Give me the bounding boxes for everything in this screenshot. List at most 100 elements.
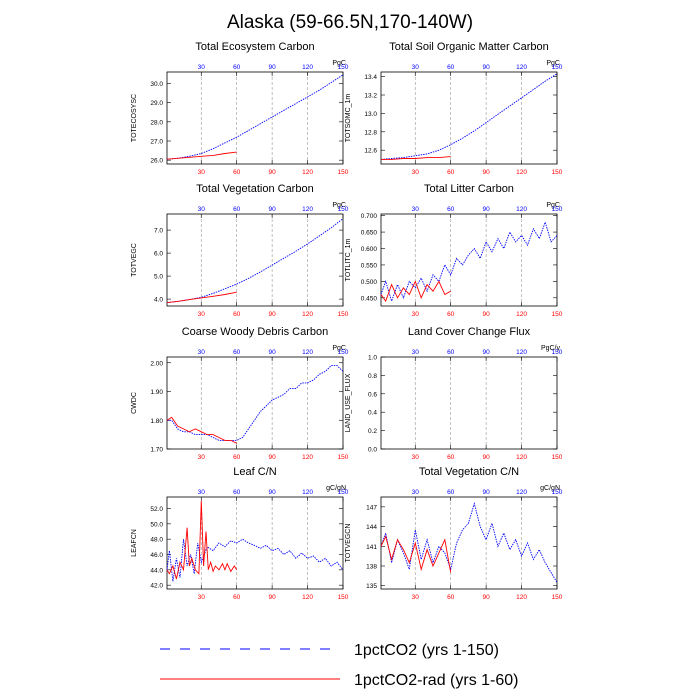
x-tick-label-top: 150 xyxy=(338,489,349,496)
x-tick-label-bottom: 90 xyxy=(483,594,491,601)
x-tick-label-top: 90 xyxy=(483,349,491,356)
x-tick-label-top: 150 xyxy=(552,64,563,71)
y-tick-label: 28.0 xyxy=(150,119,163,126)
y-tick-label: 135 xyxy=(366,583,377,590)
legend-label: 1pctCO2 (yrs 1-150) xyxy=(354,642,499,659)
x-tick-label-top: 120 xyxy=(302,206,313,213)
y-axis-label: TOTSOMC_1m xyxy=(345,94,352,143)
x-tick-label-bottom: 30 xyxy=(198,594,206,601)
x-tick-label-bottom: 120 xyxy=(516,311,527,318)
x-tick-label-top: 90 xyxy=(269,349,277,356)
x-tick-label-top: 120 xyxy=(302,349,313,356)
x-tick-label-bottom: 90 xyxy=(269,594,277,601)
x-tick-label-top: 60 xyxy=(447,489,455,496)
series-line xyxy=(167,365,344,441)
series-line xyxy=(380,73,558,160)
x-tick-label-top: 120 xyxy=(516,489,527,496)
x-tick-label-top: 30 xyxy=(412,206,420,213)
x-tick-label-bottom: 30 xyxy=(412,169,420,176)
chart-title: Total Litter Carbon xyxy=(424,183,514,195)
chart-panel: Land Cover Change Flux PgC/y LAND_USE_FLUX… xyxy=(345,326,563,461)
x-tick-label-bottom: 90 xyxy=(483,311,491,318)
y-tick-label: 0.4 xyxy=(368,410,377,417)
y-tick-label: 0.500 xyxy=(361,279,378,286)
x-tick-label-bottom: 90 xyxy=(269,311,277,318)
series-line xyxy=(166,291,237,304)
x-tick-label-bottom: 60 xyxy=(447,594,455,601)
x-tick-label-top: 30 xyxy=(412,489,420,496)
x-tick-label-top: 150 xyxy=(552,206,563,213)
x-tick-label-bottom: 30 xyxy=(412,311,420,318)
x-tick-label-top: 120 xyxy=(302,64,313,71)
chart-title: Total Vegetation C/N xyxy=(419,466,519,478)
chart-panel: Total Vegetation Carbon PgC TOTVEGC 30 30 60 6… xyxy=(131,183,349,318)
y-axis-label: TOTVEGCN xyxy=(345,524,352,563)
y-tick-label: 0.0 xyxy=(368,447,377,454)
x-tick-label-bottom: 30 xyxy=(198,169,206,176)
y-tick-label: 0.450 xyxy=(361,295,378,302)
y-tick-label: 1.90 xyxy=(150,389,163,396)
series-line xyxy=(166,74,344,160)
series-line xyxy=(381,156,451,160)
units-label: PgC xyxy=(332,60,346,67)
x-tick-label-bottom: 120 xyxy=(516,169,527,176)
y-tick-label: 4.0 xyxy=(154,297,163,304)
x-tick-label-bottom: 150 xyxy=(552,169,563,176)
units-label: gC/gN xyxy=(326,485,346,492)
series-line xyxy=(166,416,237,444)
plot-frame xyxy=(166,356,344,450)
x-tick-label-bottom: 60 xyxy=(233,594,241,601)
x-tick-label-bottom: 60 xyxy=(233,454,241,461)
plot-frame xyxy=(166,213,344,307)
x-tick-label-top: 30 xyxy=(412,64,420,71)
x-tick-label-bottom: 150 xyxy=(552,454,563,461)
chart-title: Total Soil Organic Matter Carbon xyxy=(389,41,549,53)
series-line xyxy=(166,218,344,304)
page-title: Alaska (59-66.5N,170-140W) xyxy=(227,12,473,33)
y-tick-label: 0.2 xyxy=(368,428,377,435)
series-line xyxy=(380,501,558,583)
y-tick-label: 141 xyxy=(366,544,377,551)
y-axis-label: TOTECOSYSC xyxy=(131,94,138,142)
x-tick-label-top: 150 xyxy=(338,206,349,213)
y-tick-label: 12.6 xyxy=(364,148,377,155)
x-tick-label-bottom: 60 xyxy=(447,169,455,176)
y-tick-label: 0.650 xyxy=(361,230,378,237)
x-tick-label-bottom: 120 xyxy=(302,169,313,176)
legend: 1pctCO2 (yrs 1-150) 1pctCO2-rad (yrs 1-60… xyxy=(160,642,519,689)
x-tick-label-bottom: 60 xyxy=(233,311,241,318)
y-tick-label: 26.0 xyxy=(150,158,163,165)
x-tick-label-top: 120 xyxy=(302,489,313,496)
y-tick-label: 2.00 xyxy=(150,360,163,367)
x-tick-label-top: 30 xyxy=(198,206,206,213)
series-line xyxy=(166,151,237,160)
x-tick-label-top: 120 xyxy=(516,349,527,356)
x-tick-label-bottom: 150 xyxy=(338,311,349,318)
x-tick-label-bottom: 60 xyxy=(233,169,241,176)
units-label: PgC xyxy=(546,60,560,67)
y-tick-label: 29.0 xyxy=(150,100,163,107)
chart-panel: Total Soil Organic Matter Carbon PgC TOTSO… xyxy=(345,41,563,176)
y-tick-label: 6.0 xyxy=(154,251,163,258)
y-tick-label: 13.0 xyxy=(364,111,377,118)
units-label: gC/gN xyxy=(540,485,560,492)
x-tick-label-bottom: 90 xyxy=(269,454,277,461)
y-tick-label: 138 xyxy=(366,564,377,571)
x-tick-label-bottom: 60 xyxy=(447,311,455,318)
x-tick-label-top: 90 xyxy=(269,64,277,71)
chart-title: Leaf C/N xyxy=(233,466,276,478)
plot-frame xyxy=(380,356,558,450)
x-tick-label-top: 150 xyxy=(552,489,563,496)
x-tick-label-bottom: 90 xyxy=(483,454,491,461)
y-tick-label: 44.0 xyxy=(150,567,163,574)
y-axis-label: LEAFCN xyxy=(131,529,138,557)
y-tick-label: 50.0 xyxy=(150,521,163,528)
x-tick-label-top: 60 xyxy=(447,64,455,71)
chart-panel: Total Litter Carbon PgC TOTLITC_1m 30 30 60 60… xyxy=(345,183,563,318)
chart-panel: Total Ecosystem Carbon PgC TOTECOSYSC 30 30 6… xyxy=(131,41,349,176)
x-tick-label-bottom: 150 xyxy=(338,594,349,601)
y-tick-label: 13.2 xyxy=(364,93,377,100)
series-line xyxy=(380,220,558,303)
